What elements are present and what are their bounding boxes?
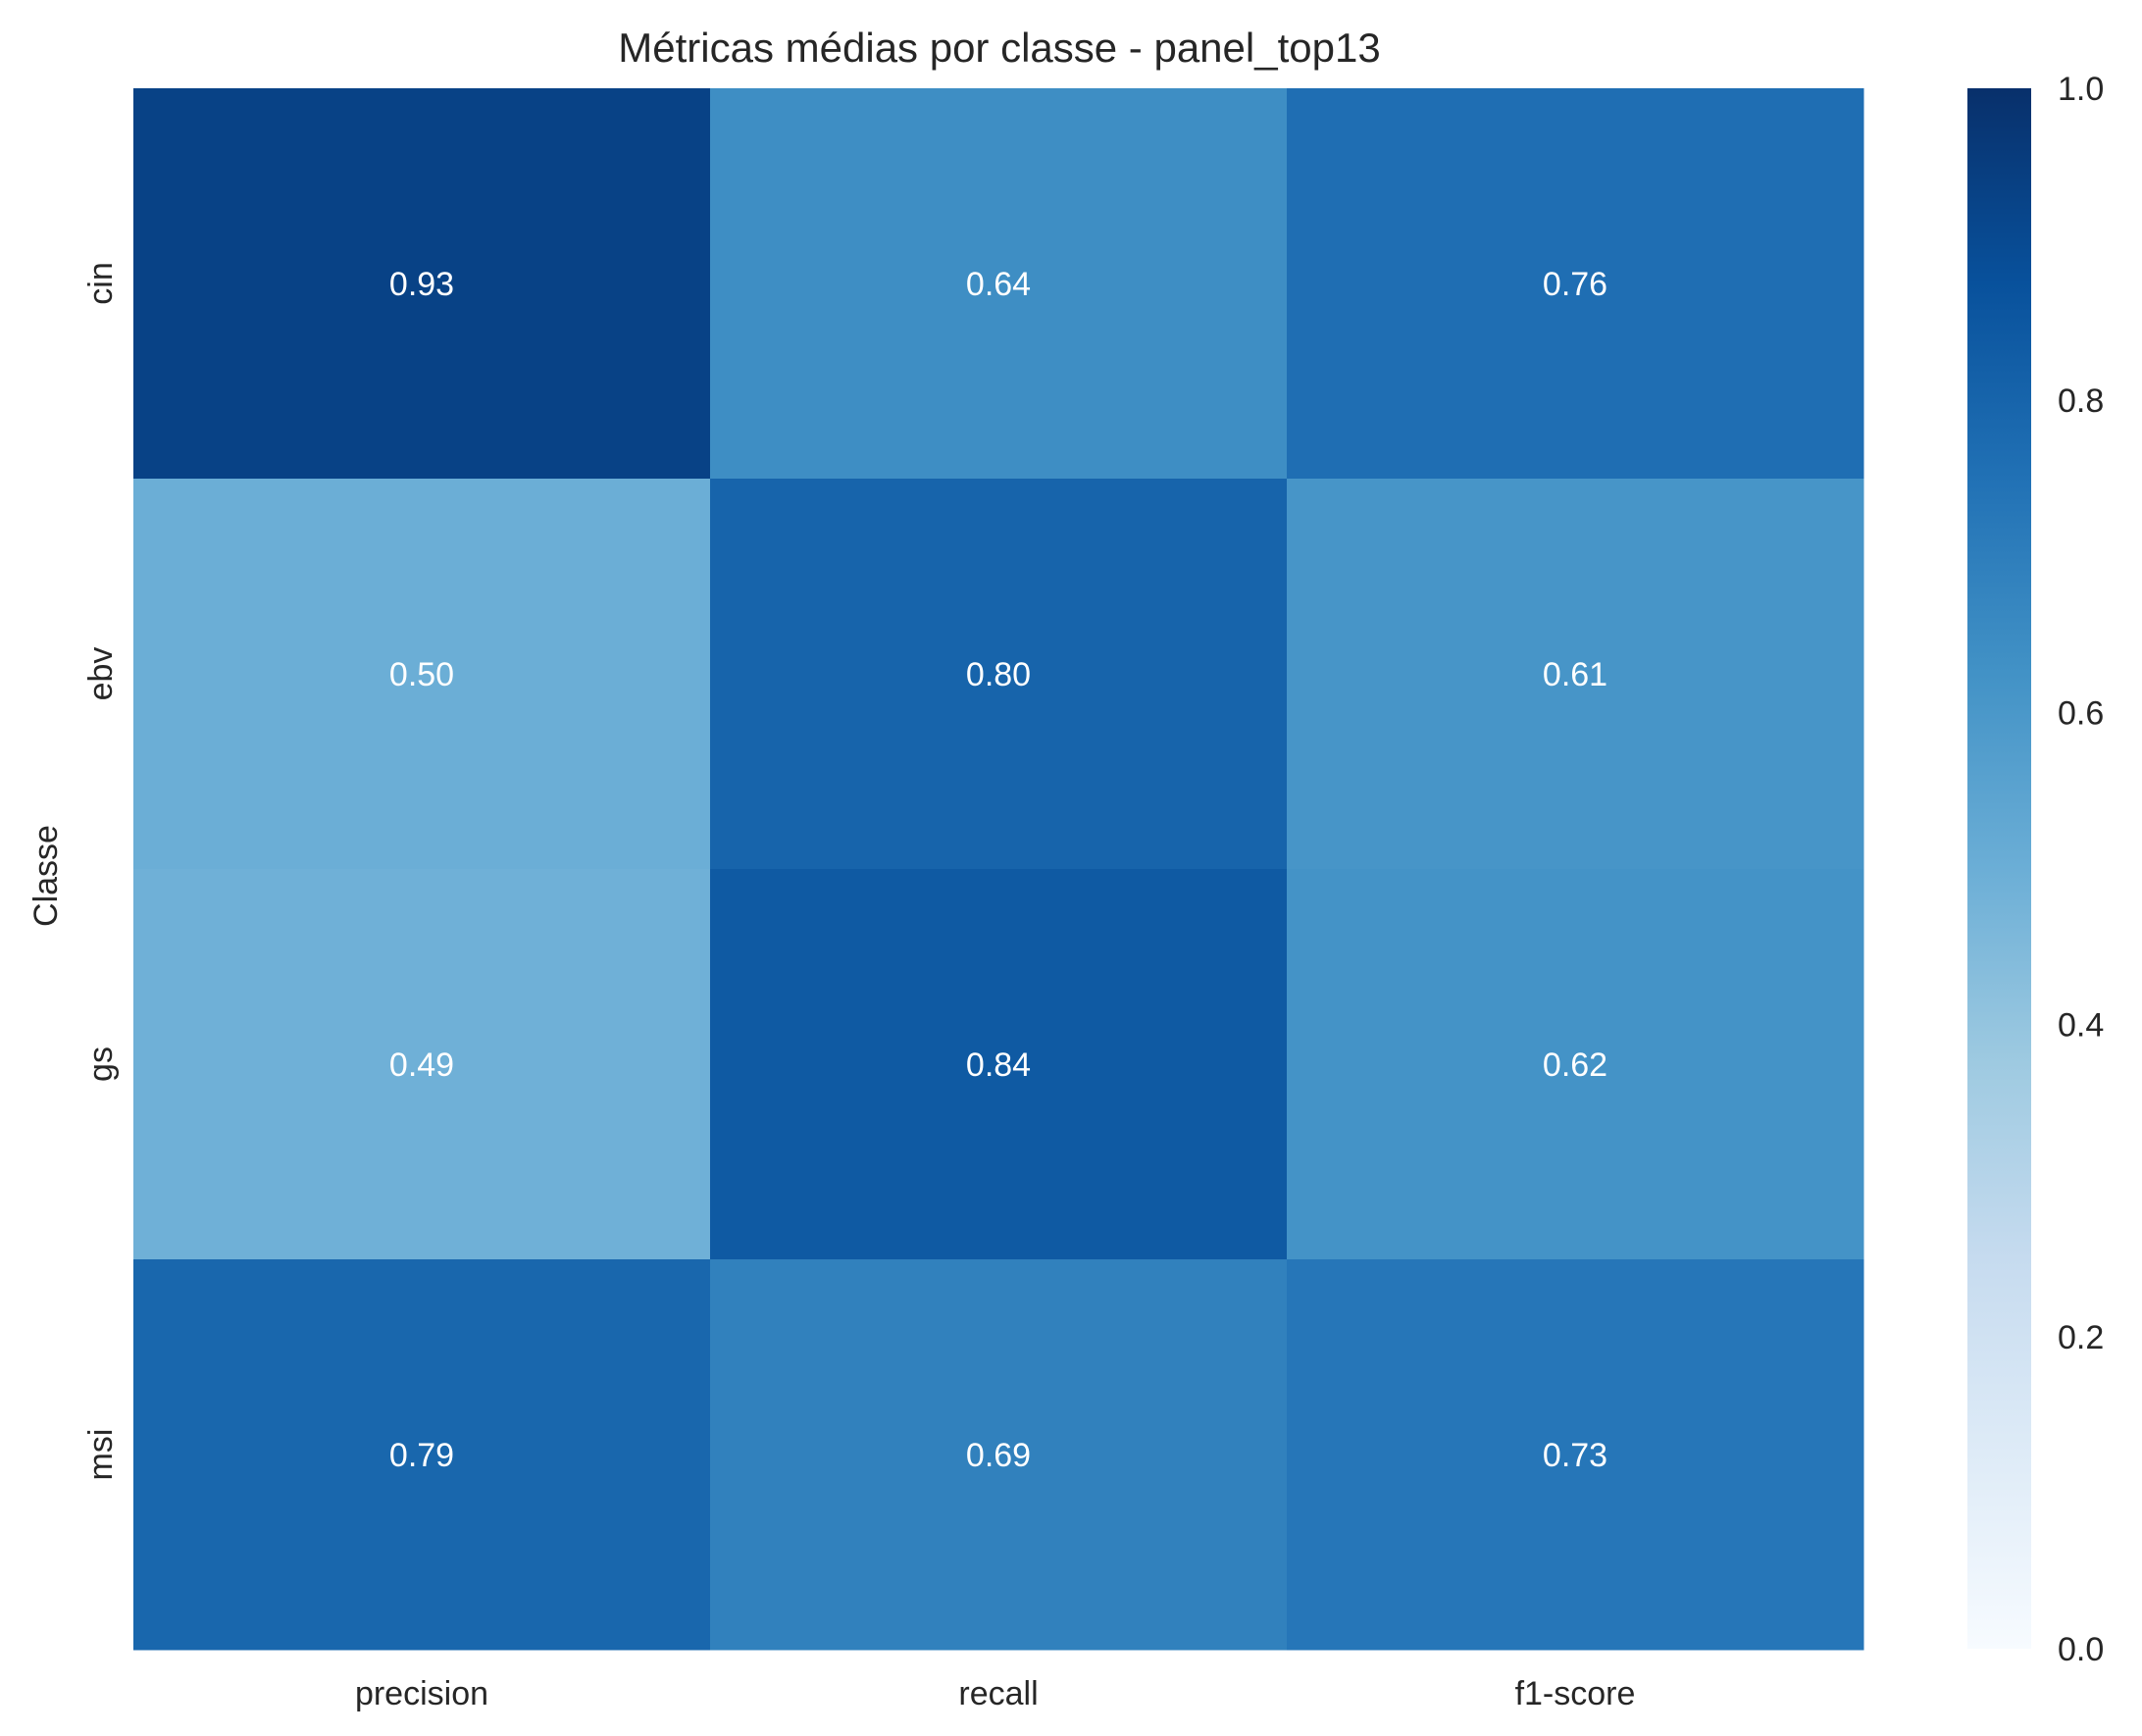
cell-value-label: 0.79 xyxy=(389,1437,454,1474)
cell-value-label: 0.61 xyxy=(1543,656,1607,693)
y-tick-label: cin xyxy=(82,262,120,304)
colorbar-ticks: 0.0 0.2 0.4 0.6 0.8 1.0 xyxy=(2058,71,2104,1668)
x-axis-ticks: precision recall f1-score xyxy=(355,1675,1635,1712)
heatmap-cell-ebv-f1-score xyxy=(1287,479,1864,870)
cell-value-label: 0.49 xyxy=(389,1047,454,1084)
y-tick-label: ebv xyxy=(82,647,120,701)
cell-value-label: 0.80 xyxy=(966,656,1031,693)
heatmap-cell-msi-precision xyxy=(133,1259,711,1651)
heatmap-cell-gs-f1-score xyxy=(1287,869,1864,1260)
colorbar-tick-label: 0.4 xyxy=(2058,1007,2104,1045)
cell-value-label: 0.62 xyxy=(1543,1047,1607,1084)
colorbar-tick-label: 0.6 xyxy=(2058,694,2104,732)
cell-value-label: 0.84 xyxy=(966,1047,1031,1084)
cell-value-label: 0.93 xyxy=(389,266,454,303)
heatmap-cell-ebv-precision xyxy=(133,479,711,870)
heatmap-cell-msi-f1-score xyxy=(1287,1259,1864,1651)
cell-value-label: 0.73 xyxy=(1543,1437,1607,1474)
heatmap-cell-cin-precision xyxy=(133,88,711,480)
colorbar-tick-label: 0.0 xyxy=(2058,1631,2104,1668)
y-tick-label: msi xyxy=(82,1429,120,1481)
colorbar-tick-label: 0.2 xyxy=(2058,1319,2104,1356)
cell-value-label: 0.50 xyxy=(389,656,454,693)
y-axis-ticks: cin ebv gs msi xyxy=(82,262,120,1480)
heatmap-cells xyxy=(133,88,1864,1651)
heatmap-cell-cin-recall xyxy=(710,88,1288,480)
cell-value-label: 0.64 xyxy=(966,266,1031,303)
heatmap-cell-ebv-recall xyxy=(710,479,1288,870)
y-axis-label: Classe xyxy=(27,825,65,927)
colorbar-tick-label: 0.8 xyxy=(2058,383,2104,420)
cell-value-label: 0.69 xyxy=(966,1437,1031,1474)
heatmap-cell-gs-recall xyxy=(710,869,1288,1260)
x-tick-label: precision xyxy=(355,1675,488,1712)
cell-value-label: 0.76 xyxy=(1543,266,1607,303)
colorbar xyxy=(1967,88,2031,1649)
heatmap-cell-msi-recall xyxy=(710,1259,1288,1651)
chart-title: Métricas médias por classe - panel_top13 xyxy=(618,25,1380,71)
cell-annotations: 0.93 0.64 0.76 0.50 0.80 0.61 0.49 0.84 0.62 0.79… xyxy=(389,266,1607,1474)
heatmap-cell-gs-precision xyxy=(133,869,711,1260)
colorbar-tick-label: 1.0 xyxy=(2058,71,2104,108)
y-tick-label: gs xyxy=(82,1047,120,1082)
x-tick-label: f1-score xyxy=(1515,1675,1636,1712)
x-tick-label: recall xyxy=(958,1675,1038,1712)
heatmap-cell-cin-f1-score xyxy=(1287,88,1864,480)
